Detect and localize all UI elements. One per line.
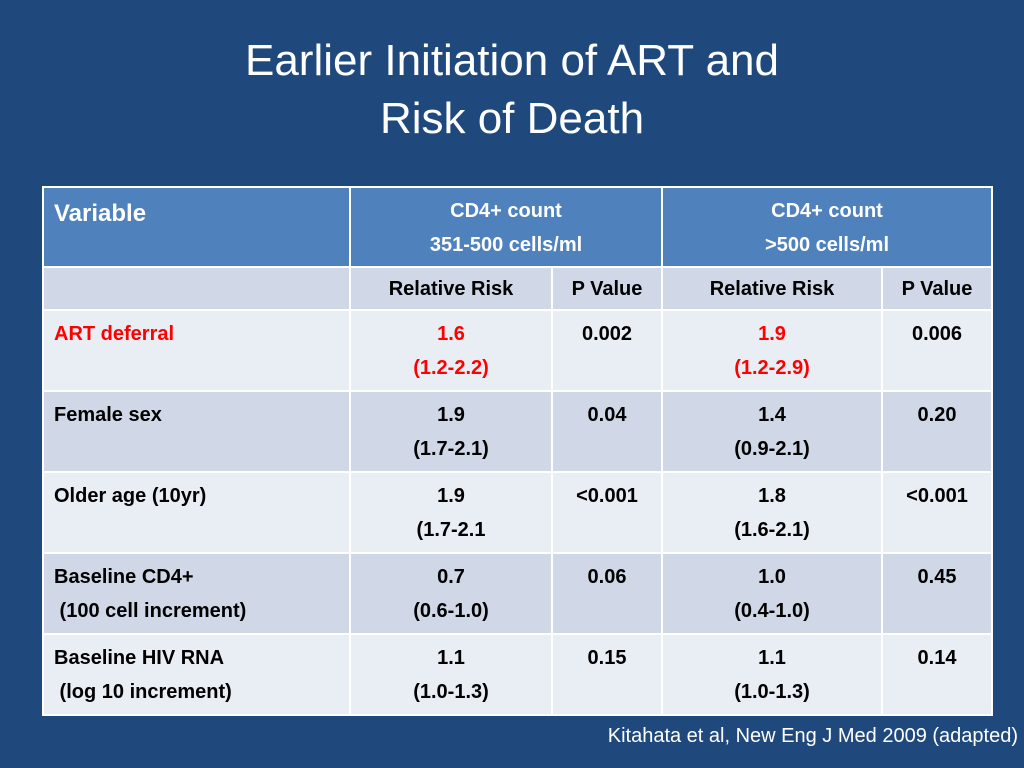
slide-title: Earlier Initiation of ART and Risk of De…: [0, 32, 1024, 148]
row-label: Baseline HIV RNA (log 10 increment): [42, 633, 351, 716]
ci-value: (1.0-1.3): [413, 681, 489, 703]
row-p1: 0.15: [551, 633, 663, 716]
row-rr2: 1.9 (1.2-2.9): [661, 309, 883, 392]
rr-value: 1.1: [437, 647, 465, 669]
row-label: Older age (10yr): [42, 471, 351, 554]
header-group1-line1: CD4+ count: [450, 200, 562, 222]
row-p2: 0.14: [880, 633, 994, 716]
row-rr1: 1.9 (1.7-2.1): [349, 390, 553, 473]
row-p1: <0.001: [551, 471, 663, 554]
rr-value: 0.7: [437, 566, 465, 588]
header-group-500-plus: CD4+ count >500 cells/ml: [660, 186, 994, 268]
subheader-p1: P Value: [551, 266, 663, 311]
rr-value: 1.1: [758, 647, 786, 669]
title-line-2: Risk of Death: [379, 94, 645, 143]
subheader-rr2: Relative Risk: [661, 266, 883, 311]
row-rr2: 1.4 (0.9-2.1): [661, 390, 883, 473]
row-p2: 0.45: [880, 552, 994, 635]
header-group2-line1: CD4+ count: [771, 200, 883, 222]
citation: Kitahata et al, New Eng J Med 2009 (adap…: [607, 725, 1018, 747]
ci-value: (1.0-1.3): [734, 681, 810, 703]
ci-value: (0.9-2.1): [734, 438, 810, 460]
row-label: Female sex: [42, 390, 351, 473]
row-rr1: 0.7 (0.6-1.0): [349, 552, 553, 635]
row-label-line1: Baseline HIV RNA: [54, 647, 225, 669]
header-group-351-500: CD4+ count 351-500 cells/ml: [349, 186, 663, 268]
row-rr1: 1.9 (1.7-2.1: [349, 471, 553, 554]
rr-value: 1.0: [758, 566, 786, 588]
header-group2-line2: >500 cells/ml: [765, 234, 889, 256]
row-p1: 0.04: [551, 390, 663, 473]
row-label-line2: (100 cell increment): [54, 600, 247, 622]
row-rr1: 1.6 (1.2-2.2): [349, 309, 553, 392]
row-p2: 0.006: [880, 309, 994, 392]
table-row: ART deferral 1.6 (1.2-2.2) 0.002 1.9 (1.…: [42, 309, 994, 392]
row-p1: 0.06: [551, 552, 663, 635]
row-p2: 0.20: [880, 390, 994, 473]
ci-value: (0.6-1.0): [413, 600, 489, 622]
row-label: Baseline CD4+ (100 cell increment): [42, 552, 351, 635]
subheader-empty: [42, 266, 351, 311]
ci-value: (0.4-1.0): [734, 600, 810, 622]
row-rr1: 1.1 (1.0-1.3): [349, 633, 553, 716]
table-subheader-row: Relative Risk P Value Relative Risk P Va…: [42, 266, 994, 311]
row-label-line2: (log 10 increment): [54, 681, 232, 703]
row-label-line1: Older age (10yr): [54, 485, 207, 507]
rr-value: 1.9: [437, 485, 465, 507]
rr-value: 1.8: [758, 485, 786, 507]
row-label: ART deferral: [42, 309, 351, 392]
header-variable: Variable: [42, 186, 351, 268]
table-row: Older age (10yr) 1.9 (1.7-2.1 <0.001 1.8…: [42, 471, 994, 554]
rr-value: 1.9: [437, 404, 465, 426]
row-rr2: 1.8 (1.6-2.1): [661, 471, 883, 554]
rr-value: 1.9: [758, 323, 786, 345]
row-label-line1: Baseline CD4+: [54, 566, 194, 588]
row-rr2: 1.1 (1.0-1.3): [661, 633, 883, 716]
row-p1: 0.002: [551, 309, 663, 392]
table-header-row: Variable CD4+ count 351-500 cells/ml CD4…: [42, 186, 994, 268]
table-row: Female sex 1.9 (1.7-2.1) 0.04 1.4 (0.9-2…: [42, 390, 994, 473]
results-table: Variable CD4+ count 351-500 cells/ml CD4…: [42, 186, 994, 716]
row-label-line1: ART deferral: [54, 323, 175, 345]
rr-value: 1.6: [437, 323, 465, 345]
subheader-rr1: Relative Risk: [349, 266, 553, 311]
rr-value: 1.4: [758, 404, 786, 426]
ci-value: (1.2-2.2): [413, 357, 489, 379]
ci-value: (1.2-2.9): [734, 357, 810, 379]
row-p2: <0.001: [880, 471, 994, 554]
table-row: Baseline CD4+ (100 cell increment) 0.7 (…: [42, 552, 994, 635]
row-label-line1: Female sex: [54, 404, 162, 426]
ci-value: (1.7-2.1): [413, 438, 489, 460]
ci-value: (1.6-2.1): [734, 519, 810, 541]
subheader-p2: P Value: [880, 266, 994, 311]
header-group1-line2: 351-500 cells/ml: [429, 234, 583, 256]
table-row: Baseline HIV RNA (log 10 increment) 1.1 …: [42, 633, 994, 716]
row-rr2: 1.0 (0.4-1.0): [661, 552, 883, 635]
ci-value: (1.7-2.1: [416, 519, 486, 541]
title-line-1: Earlier Initiation of ART and: [244, 36, 779, 85]
